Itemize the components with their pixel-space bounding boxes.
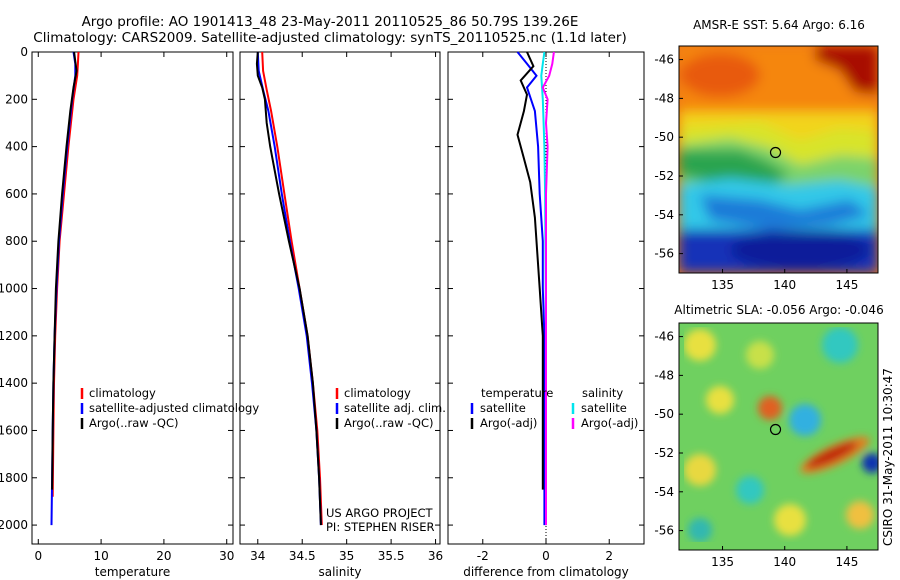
profile-location-marker: [769, 423, 782, 436]
text-layer: 0 10 20 30020040060080010001200140016001800…: [0, 45, 858, 579]
difference-xlabel: difference from climatology: [463, 565, 629, 579]
title-line-1: Argo profile: AO 1901413_48 23-May-2011 …: [81, 14, 579, 30]
temperature-xlabel: temperature: [95, 565, 170, 579]
difference-xtick-label: -2: [477, 549, 489, 563]
depth-tick-label: 1200: [0, 329, 28, 343]
legend-header: salinity: [582, 386, 623, 400]
difference-xtick-label: 0: [542, 549, 550, 563]
sst_map-ytick-label: -48: [654, 91, 674, 105]
depth-tick-label: 2000: [0, 518, 28, 532]
depth-tick-label: 1600: [0, 423, 28, 437]
depth-tick-label: 1000: [0, 282, 28, 296]
sla_map-ytick-label: -52: [654, 446, 674, 460]
depth-tick-label: 200: [5, 92, 28, 106]
legend-label: climatology: [344, 386, 411, 400]
temperature-axes-box: [31, 51, 234, 545]
sla-map-image: [679, 323, 878, 550]
pi-credit: PI: STEPHEN RISER: [326, 520, 435, 534]
sla_map-ytick-label: -46: [654, 330, 674, 344]
series-line-temperature: [51, 51, 78, 490]
depth-tick-label: 600: [5, 187, 28, 201]
difference-xtick-label: 2: [605, 549, 613, 563]
title-line-2: Climatology: CARS2009. Satellite-adjuste…: [33, 30, 627, 46]
legend-label: climatology: [89, 386, 156, 400]
sst_map-xtick-label: 135: [711, 278, 734, 292]
temperature-xtick-label: 0: [34, 549, 42, 563]
project-credit: US ARGO PROJECT: [326, 506, 433, 520]
legend-label: Argo(-adj): [581, 416, 638, 430]
series-line-salinity: [255, 51, 322, 526]
sst_map-ytick-label: -54: [654, 208, 674, 222]
sst_map-frame: [678, 45, 879, 274]
sst_map-ytick-label: -52: [654, 169, 674, 183]
salinity-xtick-label: 35: [339, 549, 354, 563]
series-line-difference: [516, 51, 546, 526]
sla_map-ytick-label: -54: [654, 485, 674, 499]
sla_map-xtick-label: 135: [711, 555, 734, 569]
sla_map-frame: [678, 322, 879, 551]
sla_map-ytick-label: -56: [654, 524, 674, 538]
depth-tick-label: 800: [5, 234, 28, 248]
legend-label: Argo(..raw -QC): [344, 416, 434, 430]
salinity-xlabel: salinity: [318, 565, 361, 579]
depth-tick-label: 1400: [0, 376, 28, 390]
legend-label: satellite: [581, 401, 627, 415]
temperature-xtick-label: 10: [93, 549, 108, 563]
salinity-axes-box: [239, 51, 441, 545]
sla_map-ytick-label: -48: [654, 368, 674, 382]
sst_map-xtick-label: 140: [773, 278, 796, 292]
sst_map-xtick-label: 145: [835, 278, 858, 292]
sst-map-title: AMSR-E SST: 5.64 Argo: 6.16: [693, 18, 865, 32]
salinity-xtick-label: 35.5: [378, 549, 405, 563]
legend-label: Argo(-adj): [480, 416, 537, 430]
sst_map-ytick-label: -46: [654, 53, 674, 67]
sla_map-xtick-label: 145: [835, 555, 858, 569]
legend-label: satellite-adjusted climatology: [89, 401, 259, 415]
salinity-xtick-label: 36: [428, 549, 443, 563]
sst_map-ytick-label: -56: [654, 247, 674, 261]
sla-map-title: Altimetric SLA: -0.056 Argo: -0.046: [674, 303, 884, 317]
legend-header: temperature: [481, 386, 553, 400]
legend-label: satellite: [480, 401, 526, 415]
depth-tick-label: 400: [5, 140, 28, 154]
sst_map-ytick-label: -50: [654, 130, 674, 144]
sst-map-image: [679, 46, 878, 273]
sla_map-ytick-label: -50: [654, 407, 674, 421]
temperature-xtick-label: 20: [156, 549, 171, 563]
lines-layer: [50, 51, 782, 526]
depth-tick-label: 0: [20, 45, 28, 59]
series-line-difference: [516, 51, 544, 490]
profile-location-marker: [769, 146, 782, 159]
salinity-xtick-label: 34: [250, 549, 265, 563]
legend-label: Argo(..raw -QC): [89, 416, 179, 430]
depth-tick-label: 1800: [0, 471, 28, 485]
sla_map-xtick-label: 140: [773, 555, 796, 569]
legend-label: satellite adj. clim.: [344, 401, 446, 415]
salinity-xtick-label: 34.5: [289, 549, 316, 563]
temperature-xtick-label: 30: [219, 549, 234, 563]
series-line-difference: [541, 51, 555, 526]
